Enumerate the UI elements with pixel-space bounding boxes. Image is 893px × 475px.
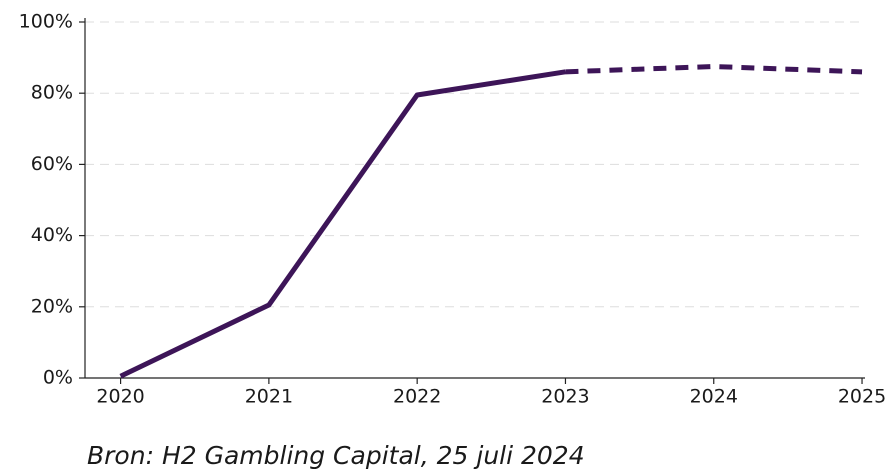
line-series — [119, 69, 566, 379]
x-tick-label: 2023 — [541, 386, 589, 408]
y-tick-label: 80% — [31, 82, 73, 104]
source-note: Bron: H2 Gambling Capital, 25 juli 2024 — [87, 441, 585, 470]
y-tick-label: 100% — [19, 11, 73, 33]
x-tick-label: 2022 — [393, 386, 441, 408]
y-tick-label: 40% — [31, 224, 73, 246]
y-tick-label: 0% — [43, 367, 73, 389]
x-tick-label: 2021 — [245, 386, 293, 408]
y-tick-label: 20% — [31, 295, 73, 317]
line-series — [565, 64, 863, 75]
x-tick-label: 2024 — [690, 386, 738, 408]
y-tick-label: 60% — [31, 153, 73, 175]
x-tick-label: 2025 — [838, 386, 886, 408]
x-tick-label: 2020 — [96, 386, 144, 408]
